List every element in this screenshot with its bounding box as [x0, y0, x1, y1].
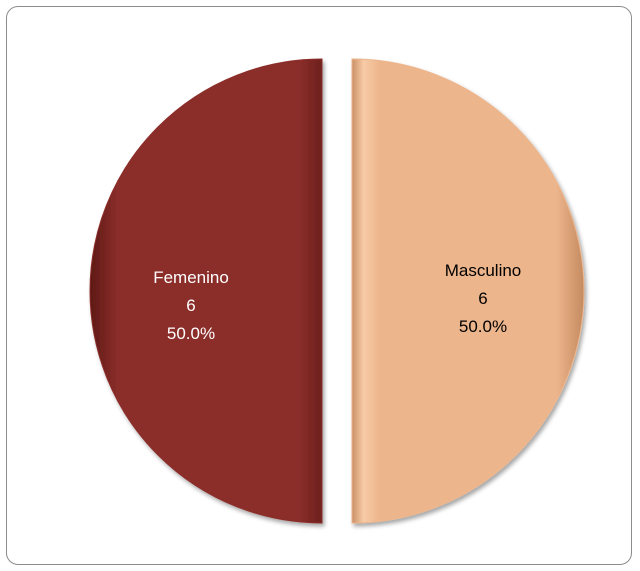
data-label-masculino: Masculino 6 50.0% [445, 261, 522, 336]
data-label-category: Femenino [153, 268, 229, 287]
pie-slice-masculino [351, 58, 585, 524]
data-label-percent: 50.0% [167, 324, 215, 343]
data-label-percent: 50.0% [459, 317, 507, 336]
data-label-femenino: Femenino 6 50.0% [153, 268, 229, 343]
data-label-value: 6 [478, 289, 487, 308]
data-label-category: Masculino [445, 261, 522, 280]
pie-slice-femenino [89, 58, 323, 524]
data-label-value: 6 [186, 296, 195, 315]
